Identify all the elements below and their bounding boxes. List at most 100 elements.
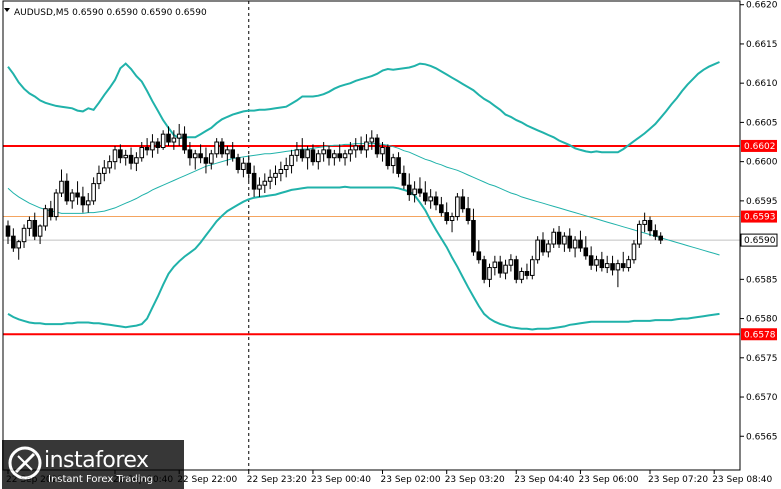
candle-57 (310, 144, 316, 166)
candle-50 (273, 165, 278, 186)
candle-body (214, 141, 219, 155)
candle-1 (11, 228, 16, 252)
price-tag-bg (741, 210, 777, 223)
candle-99 (535, 236, 540, 264)
x-tick-label: 23 Sep 06:00 (578, 475, 638, 485)
candle-30 (166, 126, 171, 146)
candle-body (599, 259, 605, 269)
candle-body (396, 157, 401, 174)
candle-91 (492, 255, 498, 276)
candle-body (551, 231, 557, 245)
candle-body (241, 162, 246, 170)
candle-16 (91, 177, 96, 205)
candle-42 (230, 142, 235, 162)
x-tick-label: 23 Sep 00:40 (311, 475, 371, 485)
candle-body (53, 192, 59, 218)
candle-111 (599, 251, 605, 272)
candle-56 (305, 145, 310, 170)
candle-36 (198, 144, 203, 164)
candle-60 (326, 145, 332, 166)
candle-body (267, 176, 273, 182)
candle-body (102, 167, 107, 174)
candle-body (257, 184, 262, 190)
candle-body (11, 235, 16, 249)
y-tick-label: 0.6600 (746, 158, 778, 168)
candle-body (283, 165, 289, 170)
candle-body (471, 219, 476, 253)
candle-body (492, 261, 498, 269)
candle-64 (348, 142, 353, 162)
candle-6 (37, 224, 43, 245)
candle-body (358, 145, 364, 151)
candle-body (519, 270, 524, 280)
candle-layer (5, 123, 664, 288)
candle-108 (583, 236, 589, 260)
candle-body (513, 259, 519, 280)
candle-35 (192, 149, 198, 170)
candle-51 (278, 161, 284, 182)
instaforex-logo-icon (8, 446, 42, 480)
candle-body (155, 141, 161, 149)
candle-32 (176, 123, 182, 146)
candle-body (620, 263, 626, 269)
candle-body (444, 212, 449, 221)
y-tick-label: 0.6595 (746, 197, 778, 207)
candle-90 (487, 263, 492, 288)
candle-body (428, 196, 433, 202)
candle-17 (96, 165, 102, 190)
candle-40 (219, 138, 225, 158)
candle-10 (59, 169, 64, 197)
candle-body (642, 219, 647, 225)
candle-body (187, 149, 193, 159)
candle-body (134, 157, 139, 164)
candle-body (594, 259, 599, 266)
candle-body (385, 147, 391, 167)
candle-58 (316, 149, 321, 170)
candle-118 (637, 220, 642, 248)
candle-body (64, 180, 70, 202)
candle-body (139, 147, 145, 159)
candle-body (203, 157, 209, 164)
candle-39 (214, 138, 219, 158)
candle-119 (642, 212, 647, 233)
candle-86 (465, 196, 471, 225)
candle-31 (171, 130, 177, 150)
candle-body (299, 149, 305, 159)
x-tick-label: 23 Sep 04:40 (514, 475, 574, 485)
candle-105 (567, 228, 573, 252)
candle-body (150, 141, 155, 151)
candle-body (32, 219, 38, 237)
candle-body (75, 192, 80, 198)
candle-66 (358, 136, 364, 154)
x-tick-label: 23 Sep 08:40 (712, 475, 772, 485)
candle-body (160, 133, 166, 149)
title-dropdown-icon[interactable] (4, 8, 10, 12)
candle-body (380, 147, 385, 155)
candle-body (5, 225, 11, 237)
candle-55 (299, 138, 305, 162)
candle-body (91, 183, 96, 202)
y-tick-label: 0.6620 (746, 1, 778, 11)
candle-94 (508, 254, 514, 272)
candle-body (433, 196, 439, 206)
chart-title: AUDUSD,M5 0.6590 0.6590 0.6590 0.6590 (14, 8, 207, 18)
candle-body (449, 216, 455, 221)
y-tick-label: 0.6610 (746, 79, 778, 89)
y-tick-label: 0.6615 (746, 40, 778, 50)
candle-33 (182, 126, 187, 154)
candle-18 (102, 160, 107, 182)
candle-body (37, 225, 43, 237)
candle-body (85, 200, 91, 206)
candle-body (107, 161, 112, 169)
candle-69 (374, 134, 380, 158)
candle-71 (385, 144, 391, 170)
candle-121 (653, 224, 658, 241)
candle-53 (289, 149, 294, 174)
candle-96 (519, 267, 524, 284)
candle-0 (5, 220, 11, 245)
candle-body (353, 145, 359, 151)
current-price-tag-bg (740, 233, 778, 247)
candle-75 (406, 173, 412, 201)
